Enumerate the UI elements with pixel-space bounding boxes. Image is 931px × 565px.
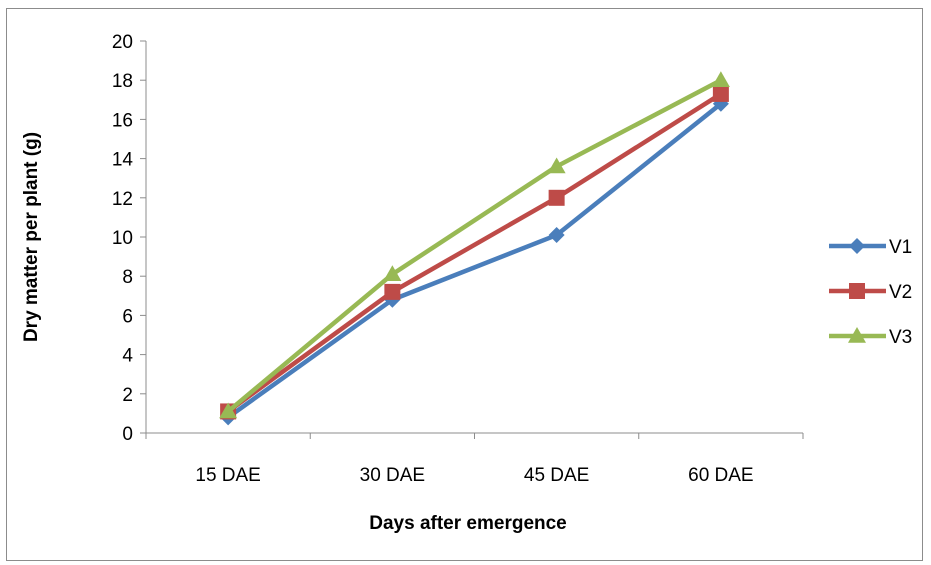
y-tick-label: 12 (112, 189, 133, 210)
triangle-marker (219, 402, 238, 419)
y-tick-label: 2 (122, 385, 133, 406)
triangle-marker (383, 265, 402, 281)
y-tick-label: 4 (122, 346, 133, 367)
x-tick-label: 60 DAE (688, 465, 753, 486)
legend-label-v3: V3 (889, 327, 912, 348)
x-tick-label: 45 DAE (524, 465, 589, 486)
y-tick-label: 20 (112, 32, 133, 53)
y-tick-label: 0 (122, 424, 133, 445)
x-tick-label: 15 DAE (195, 465, 260, 486)
square-marker (712, 85, 729, 102)
x-tick-label: 30 DAE (360, 465, 425, 486)
triangle-marker (547, 157, 566, 174)
y-tick-label: 16 (112, 110, 133, 131)
series-v3 (219, 71, 730, 419)
diamond-marker (849, 238, 865, 254)
y-tick-label: 18 (112, 71, 133, 92)
triangle-marker (848, 327, 866, 343)
series-line (226, 92, 723, 414)
legend: V1 V2 V3 (829, 237, 912, 348)
y-tick-label: 14 (112, 150, 134, 171)
diamond-marker (548, 227, 565, 244)
triangle-marker (711, 71, 730, 87)
y-axis-title: Dry matter per plant (g) (21, 132, 42, 342)
x-axis-ticks: 15 DAE 30 DAE 45 DAE 60 DAE (145, 433, 804, 486)
legend-label-v1: V1 (889, 237, 912, 258)
x-axis-title: Days after emergence (369, 513, 567, 534)
square-marker (849, 283, 865, 299)
series-group (219, 71, 730, 426)
legend-label-v2: V2 (889, 282, 912, 303)
series-line (226, 78, 722, 414)
square-marker (548, 189, 565, 206)
y-tick-label: 6 (122, 306, 133, 327)
y-tick-label: 10 (112, 228, 133, 249)
chart-frame (6, 8, 923, 561)
y-tick-label: 8 (122, 267, 133, 288)
square-marker (384, 283, 401, 300)
series-v1 (220, 95, 729, 426)
series-line (226, 101, 723, 420)
y-axis-ticks: 0 2 4 6 8 10 12 14 16 18 20 (112, 32, 146, 445)
